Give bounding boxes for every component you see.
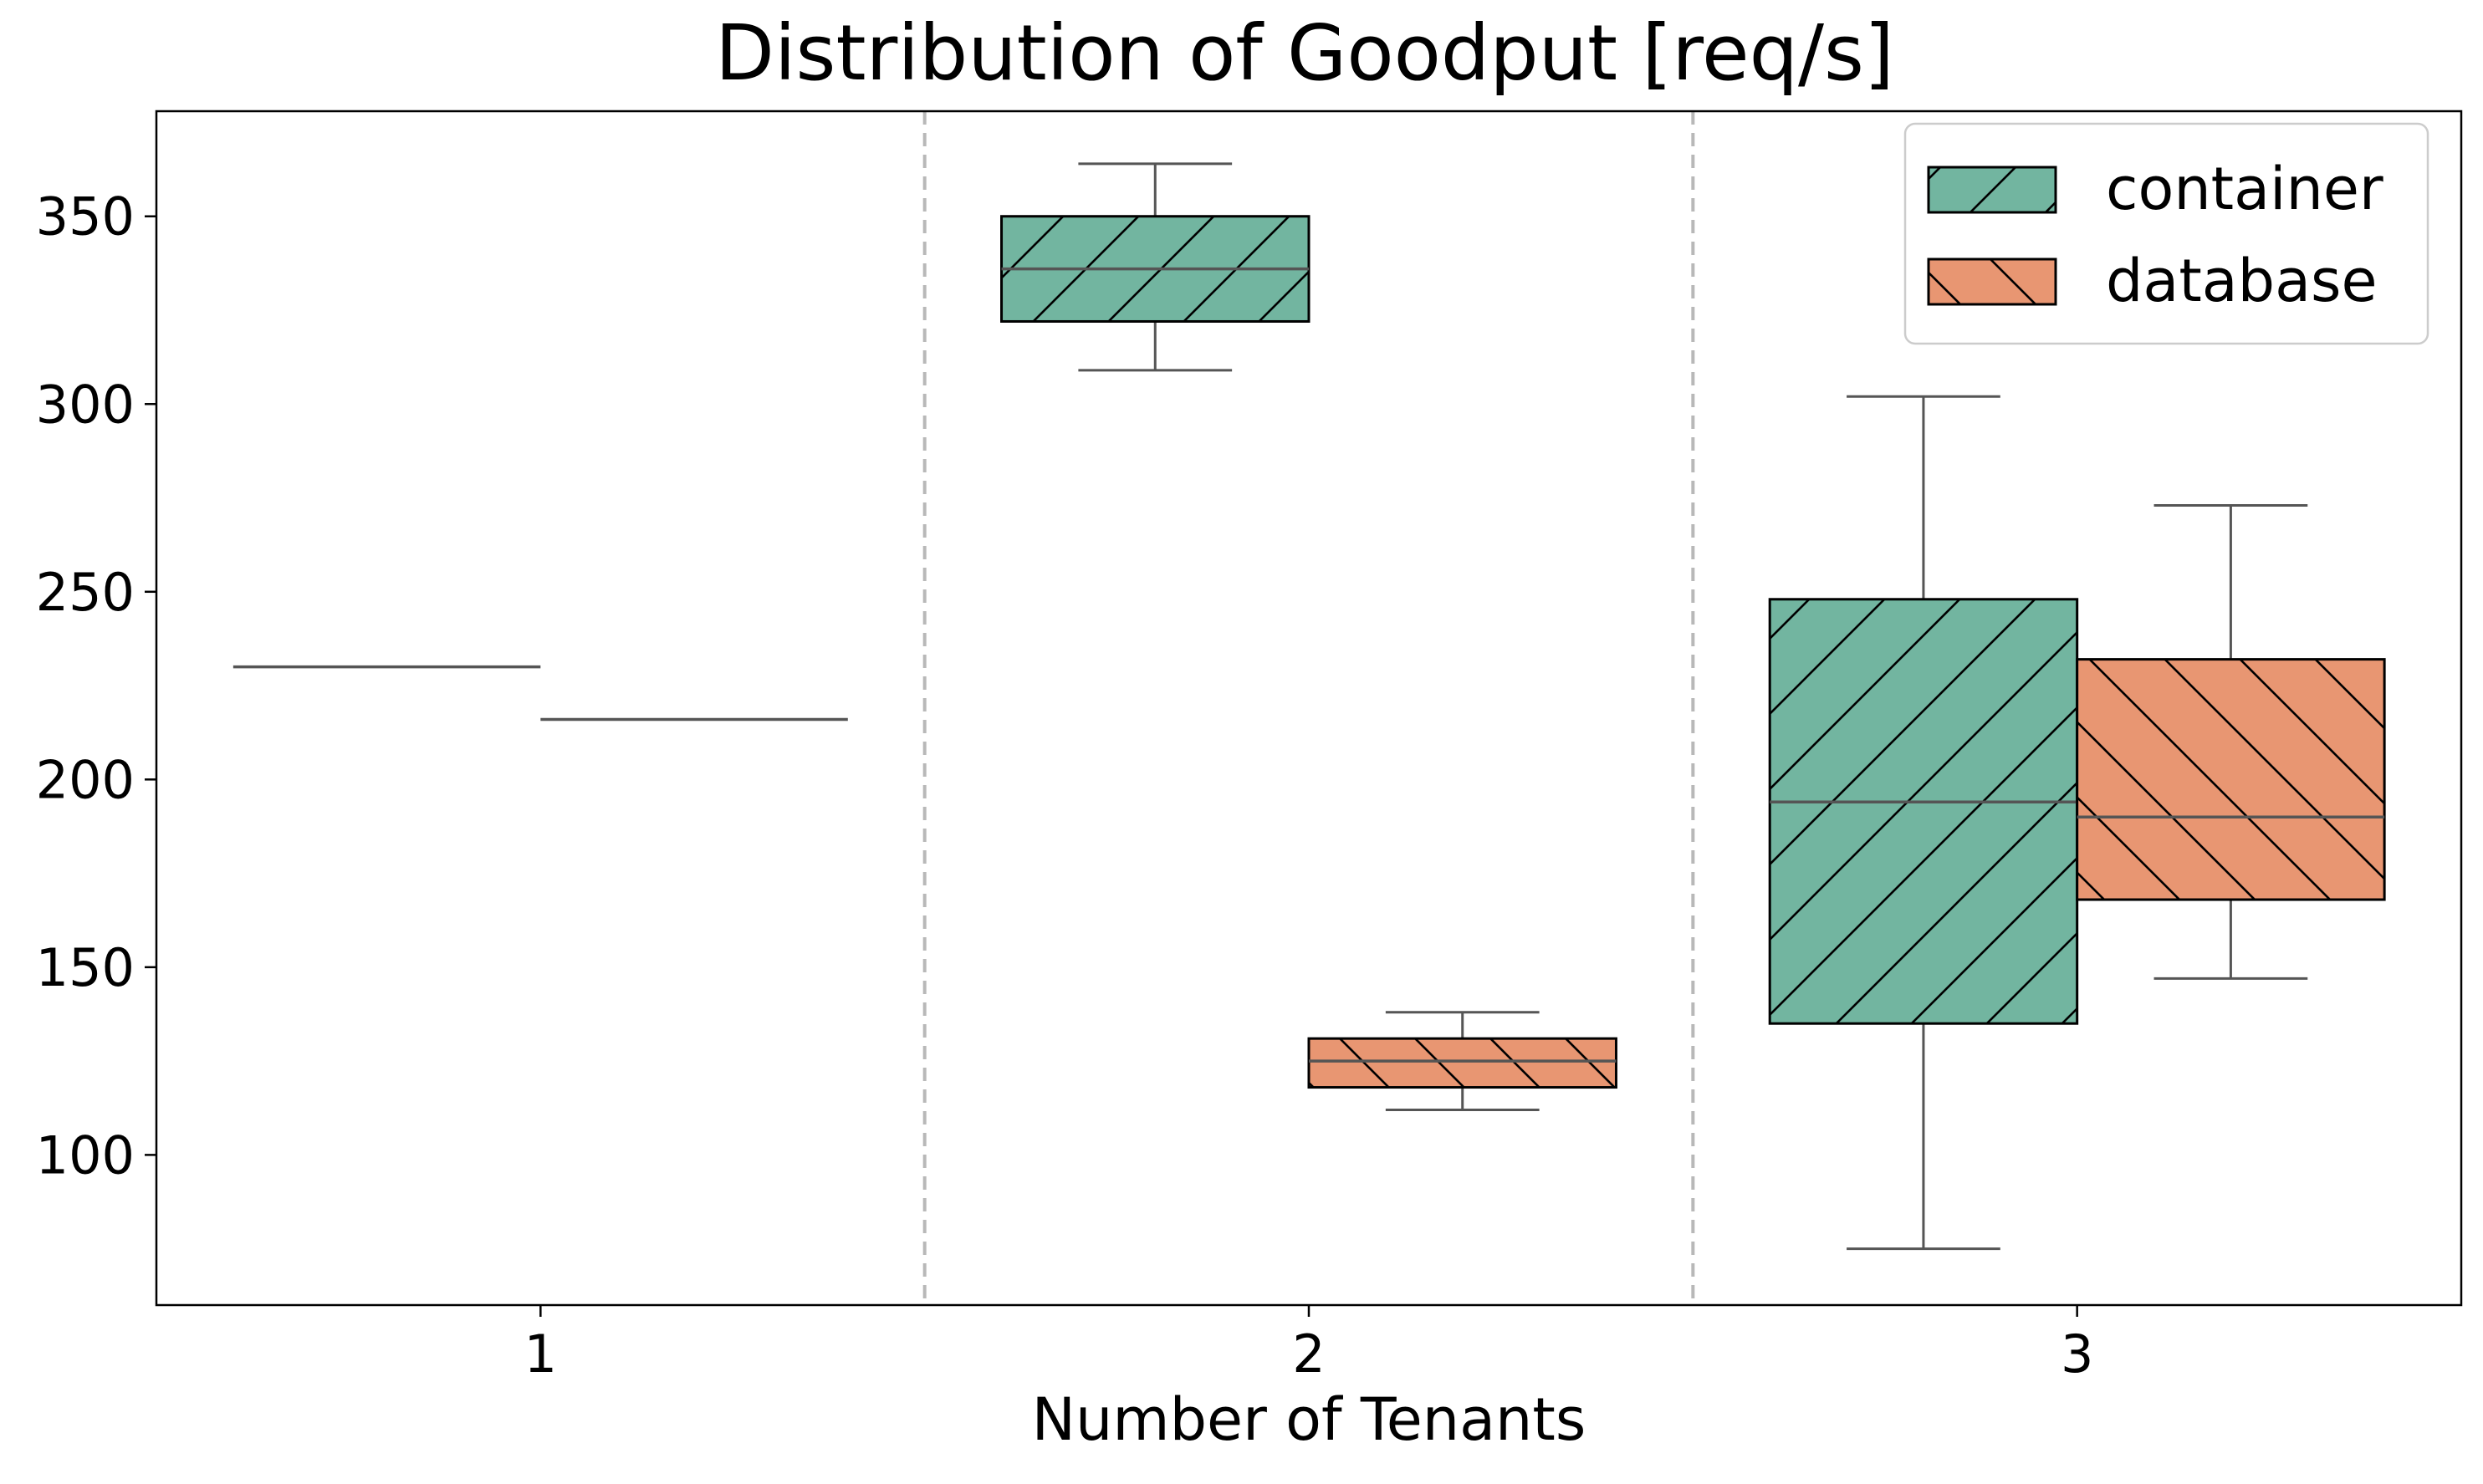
box-container-2 [1000, 162, 1310, 372]
x-tick-label: 2 [1292, 1323, 1325, 1385]
y-axis: 100 150 200 250 300 350 [36, 186, 156, 1186]
legend-item-container: container [1927, 155, 2383, 223]
x-axis: 1 2 3 [524, 1305, 2093, 1385]
legend-label: container [2106, 155, 2383, 223]
category-separators [922, 111, 1695, 1305]
y-tick-label: 300 [36, 374, 135, 435]
y-tick-label: 350 [36, 186, 135, 247]
legend: container database [1903, 122, 2429, 345]
y-tick-label: 250 [36, 562, 135, 623]
box-hatch [1770, 599, 2077, 1024]
box-outline [2076, 658, 2386, 901]
y-tick-label: 100 [36, 1124, 135, 1186]
legend-label: database [2106, 247, 2378, 315]
chart-title: Distribution of Goodput [req/s] [715, 8, 1894, 98]
x-tick-label: 3 [2061, 1323, 2093, 1385]
y-tick-label: 200 [36, 749, 135, 810]
box-outline [1307, 1037, 1617, 1089]
box-database-3 [2076, 504, 2386, 980]
legend-swatch-hatch [1927, 166, 2057, 214]
box-group [232, 162, 2386, 1251]
x-axis-label: Number of Tenants [1032, 1385, 1586, 1454]
box-hatch [2077, 659, 2385, 900]
legend-item-database: database [1927, 247, 2378, 315]
y-tick-label: 150 [36, 937, 135, 998]
box-hatch [1309, 1038, 1617, 1088]
box-container-3 [1768, 395, 2079, 1251]
legend-swatch-hatch [1927, 258, 2057, 306]
x-tick-label: 1 [524, 1323, 557, 1385]
box-database-2 [1307, 1011, 1617, 1111]
